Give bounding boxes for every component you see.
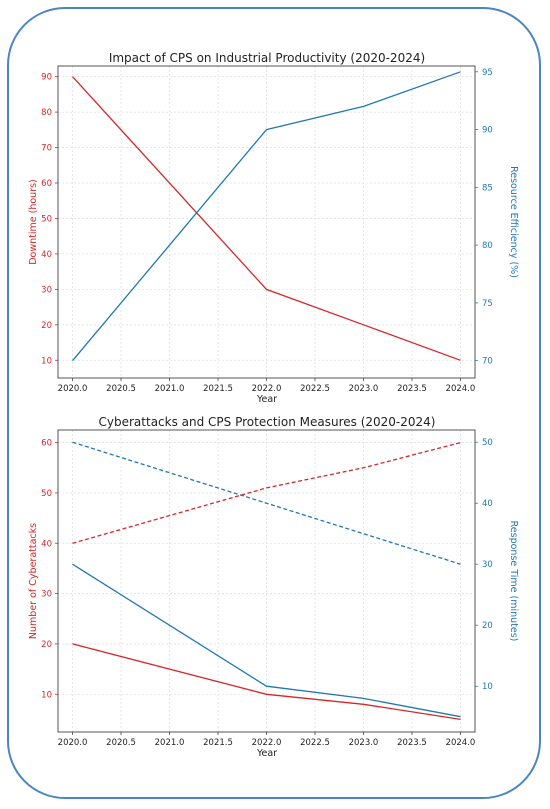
y-tick-label-left: 90 xyxy=(41,73,52,83)
y-tick-label-left: 30 xyxy=(41,285,52,295)
series-line-red-solid xyxy=(72,76,461,361)
y-tick-label-right: 75 xyxy=(482,299,493,309)
x-tick-label: 2022.0 xyxy=(252,384,282,394)
x-axis-label: Year xyxy=(256,748,277,759)
y-tick-label-left: 40 xyxy=(41,539,52,549)
chart-cyberattacks: Cyberattacks and CPS Protection Measures… xyxy=(28,415,519,759)
y-axis-label-left: Number of Cyberattacks xyxy=(28,523,39,639)
series-line-blue-solid xyxy=(72,563,461,718)
x-tick-label: 2020.5 xyxy=(106,384,136,394)
y-tick-label-left: 40 xyxy=(41,250,52,260)
y-tick-label-right: 50 xyxy=(482,438,493,448)
y-tick-label-left: 60 xyxy=(41,179,52,189)
y-tick-label-right: 10 xyxy=(482,682,493,692)
y-tick-label-left: 20 xyxy=(41,321,52,331)
y-axis-label-right: Response Time (minutes) xyxy=(508,521,519,642)
x-tick-label: 2022.0 xyxy=(252,738,282,748)
series-line-red-dashed xyxy=(72,441,461,544)
y-tick-label-left: 10 xyxy=(41,356,52,366)
y-tick-label-left: 60 xyxy=(41,439,52,449)
y-tick-label-left: 10 xyxy=(41,690,52,700)
y-tick-label-right: 30 xyxy=(482,560,493,570)
y-tick-label-left: 80 xyxy=(41,108,52,118)
y-tick-label-left: 70 xyxy=(41,144,52,154)
series-line-red-solid xyxy=(72,643,461,721)
y-tick-label-right: 20 xyxy=(482,621,493,631)
x-tick-label: 2021.0 xyxy=(155,738,185,748)
x-tick-label: 2024.0 xyxy=(446,384,476,394)
x-tick-label: 2022.5 xyxy=(300,384,330,394)
x-tick-label: 2024.0 xyxy=(446,738,476,748)
y-axis-label-left: Downtime (hours) xyxy=(28,179,39,265)
y-tick-label-left: 50 xyxy=(41,489,52,499)
y-tick-label-left: 20 xyxy=(41,640,52,650)
series-line-blue-solid xyxy=(72,71,461,362)
y-tick-label-right: 85 xyxy=(482,183,493,193)
y-tick-label-right: 90 xyxy=(482,126,493,136)
x-tick-label: 2023.0 xyxy=(349,738,379,748)
y-axis-label-right: Resource Efficiency (%) xyxy=(508,166,519,278)
y-tick-label-left: 30 xyxy=(41,590,52,600)
x-tick-label: 2021.0 xyxy=(155,384,185,394)
x-tick-label: 2020.5 xyxy=(106,738,136,748)
y-tick-label-right: 40 xyxy=(482,499,493,509)
x-tick-label: 2020.0 xyxy=(58,384,88,394)
series-line-blue-dashed xyxy=(72,441,461,565)
x-tick-label: 2021.5 xyxy=(203,738,233,748)
x-tick-label: 2021.5 xyxy=(203,384,233,394)
x-tick-label: 2023.0 xyxy=(349,384,379,394)
y-tick-label-right: 80 xyxy=(482,241,493,251)
y-tick-label-left: 50 xyxy=(41,214,52,224)
x-tick-label: 2022.5 xyxy=(300,738,330,748)
y-tick-label-right: 95 xyxy=(482,68,493,78)
x-tick-label: 2023.5 xyxy=(397,738,427,748)
x-tick-label: 2023.5 xyxy=(397,384,427,394)
rounded-frame xyxy=(7,7,541,799)
chart-productivity: Impact of CPS on Industrial Productivity… xyxy=(28,51,519,405)
chart-title: Impact of CPS on Industrial Productivity… xyxy=(109,51,425,65)
chart-title: Cyberattacks and CPS Protection Measures… xyxy=(99,415,436,429)
y-tick-label-right: 70 xyxy=(482,357,493,367)
x-tick-label: 2020.0 xyxy=(58,738,88,748)
x-axis-label: Year xyxy=(256,394,277,405)
